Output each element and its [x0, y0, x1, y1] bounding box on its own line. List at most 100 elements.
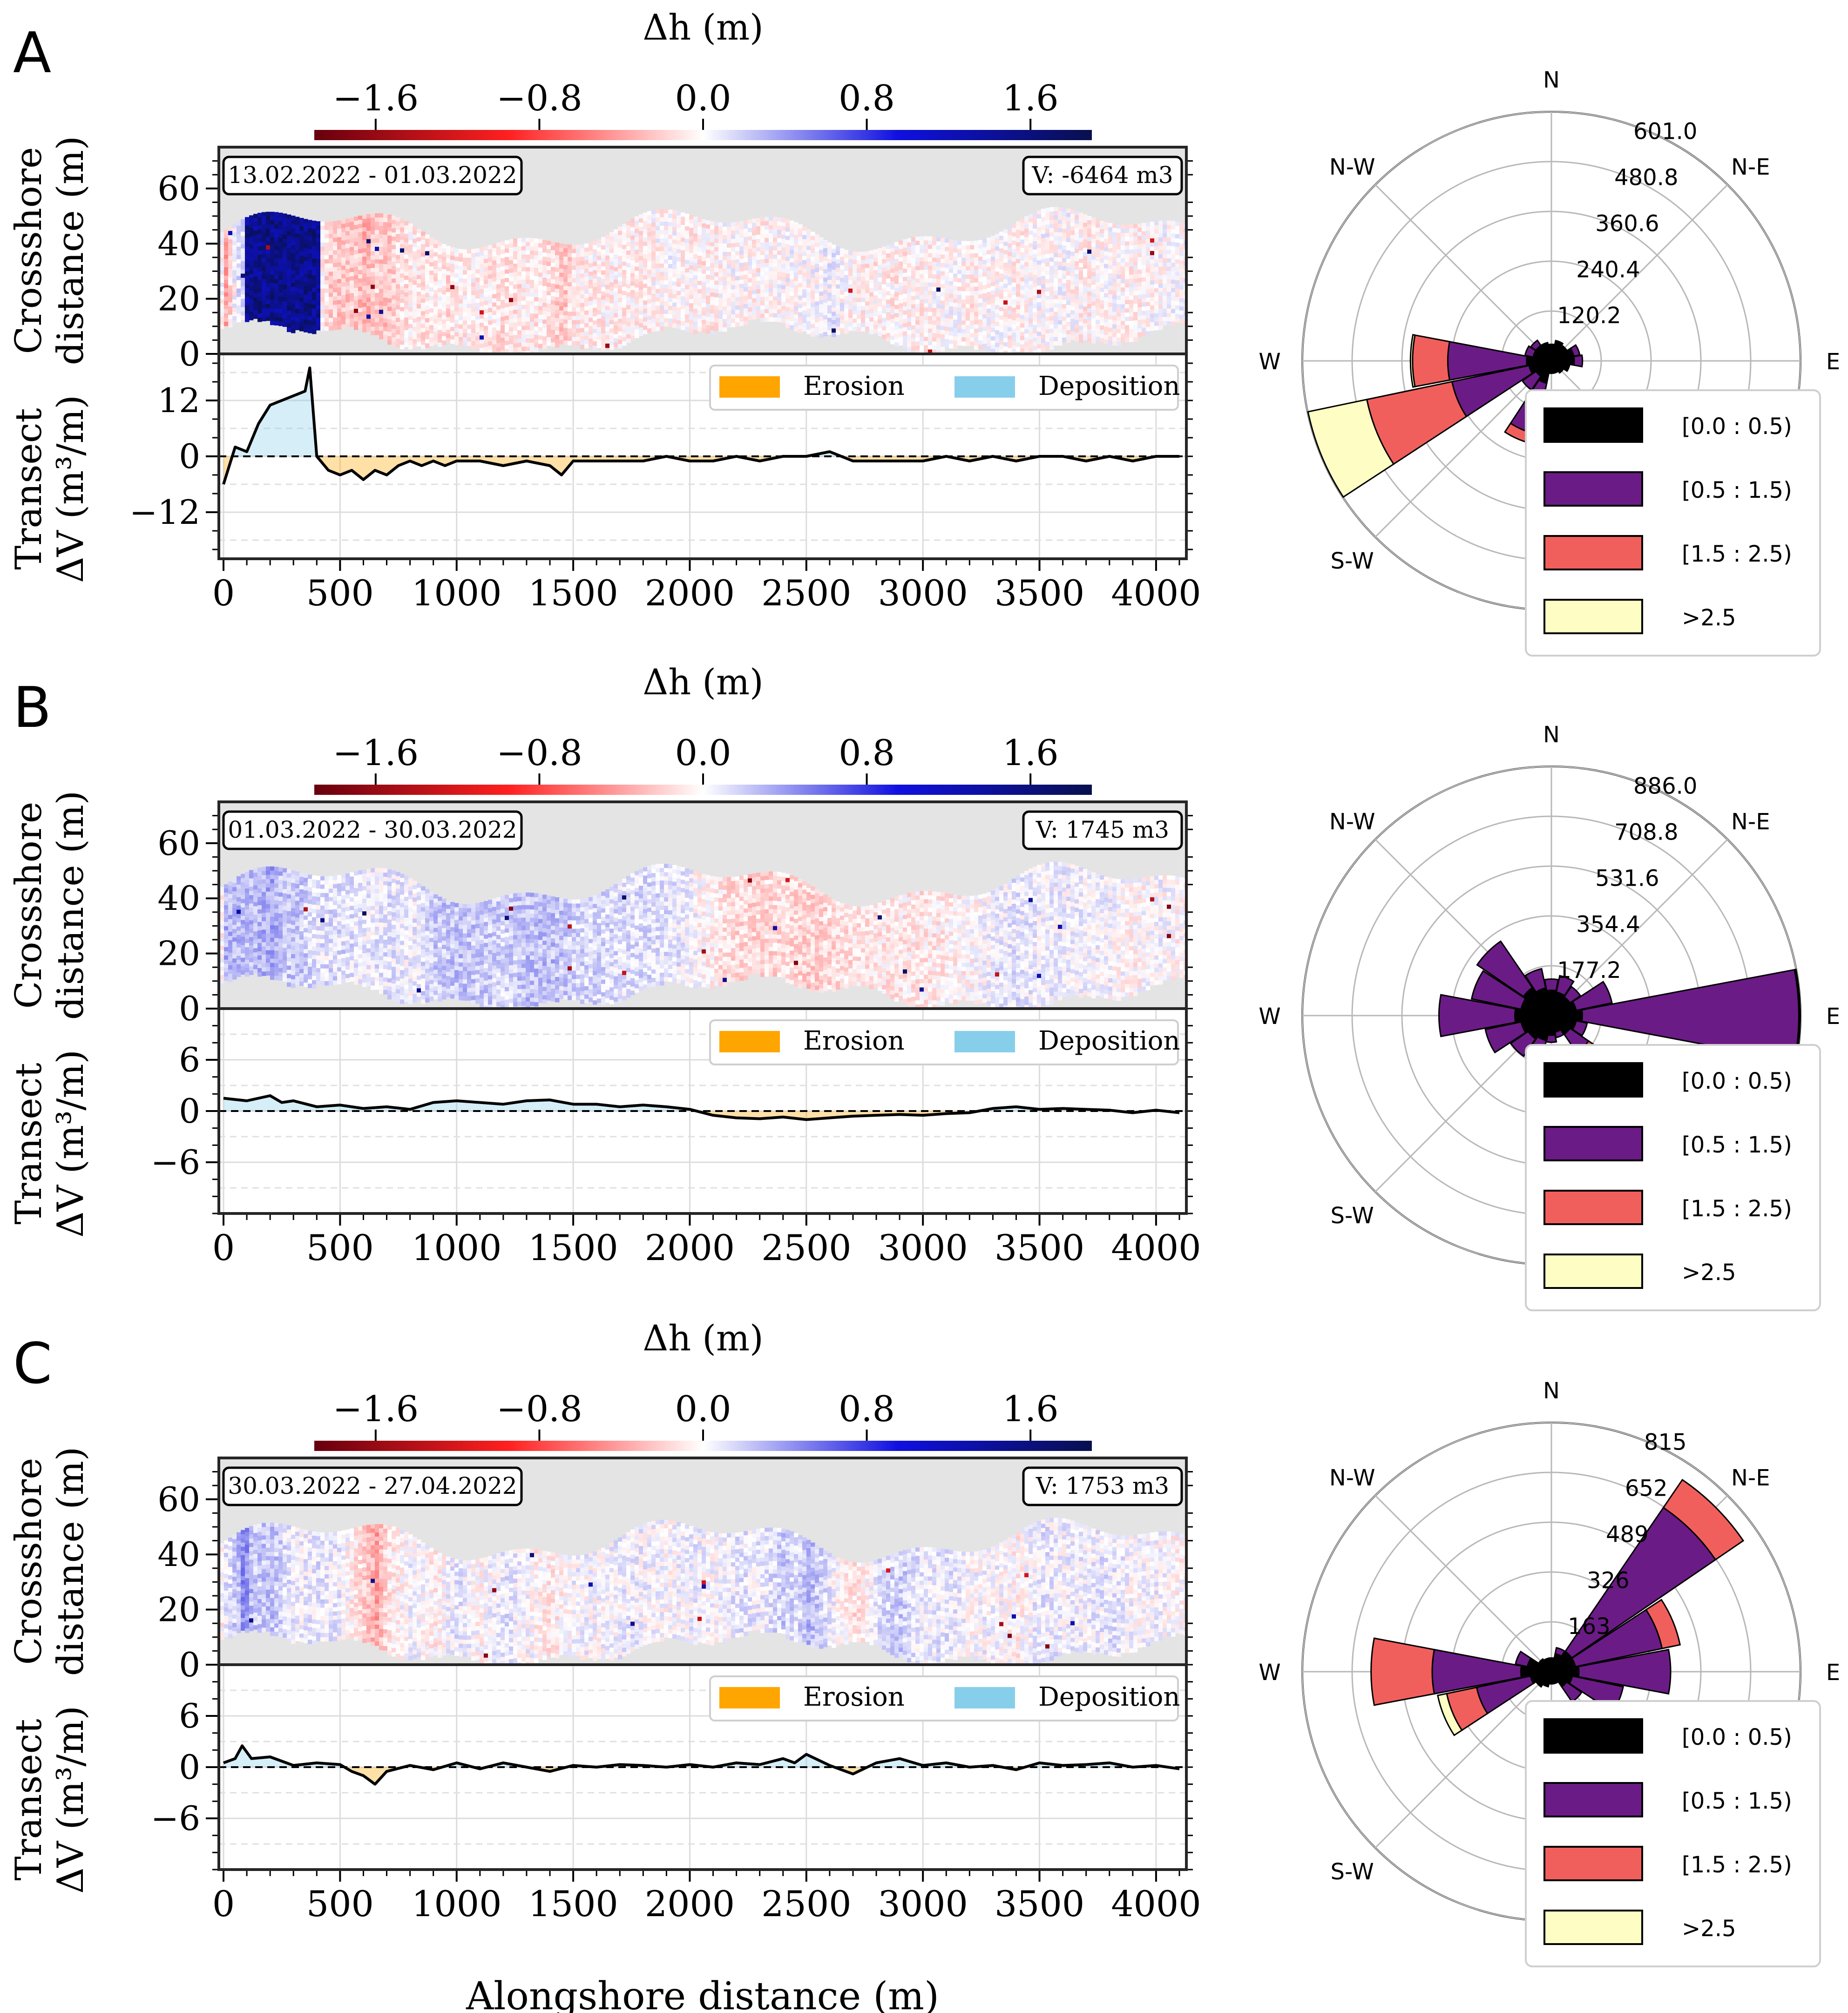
heatmap-cell [559, 243, 564, 248]
heatmap-cell [442, 315, 447, 320]
heatmap-cell [932, 333, 937, 338]
heatmap-cell [999, 261, 1004, 265]
heatmap-cell [509, 327, 514, 332]
heatmap-cell [270, 274, 275, 279]
heatmap-cell [970, 258, 975, 263]
heatmap-cell [362, 278, 367, 282]
heatmap-cell [677, 320, 681, 325]
heatmap-cell [987, 284, 991, 288]
heatmap-cell [283, 289, 287, 294]
heatmap-cell [496, 318, 501, 323]
heatmap-cell [643, 313, 648, 318]
heatmap-cell [241, 236, 245, 241]
heatmap-cell [580, 282, 585, 286]
heatmap-cell [1012, 282, 1016, 287]
heatmap-cell [1016, 292, 1021, 297]
heatmap-cell [350, 234, 354, 239]
heatmap-cell [475, 315, 480, 320]
heatmap-cell [325, 284, 329, 289]
heatmap-cell [551, 267, 555, 271]
heatmap-cell [966, 253, 970, 258]
heatmap-cell [647, 215, 652, 220]
heatmap-cell [848, 259, 853, 264]
heatmap-cell [890, 281, 895, 286]
heatmap-cell [299, 238, 304, 244]
heatmap-cell [559, 327, 564, 332]
heatmap-cell [681, 296, 685, 301]
heatmap-cell [454, 328, 459, 332]
heatmap-cell [949, 272, 954, 278]
heatmap-cell [693, 321, 698, 326]
heatmap-cell [781, 289, 786, 294]
heatmap-cell [702, 265, 706, 270]
heatmap-cell [702, 261, 706, 266]
heatmap-cell [379, 301, 384, 306]
heatmap-cell [899, 307, 903, 312]
heatmap-cell [325, 280, 329, 285]
heatmap-cell [945, 326, 949, 331]
heatmap-cell [857, 256, 861, 261]
heatmap-cell [748, 219, 752, 224]
heatmap-cell [689, 244, 694, 249]
heatmap-cell [232, 316, 237, 321]
heatmap-cell [769, 250, 773, 255]
heatmap-cell [450, 298, 455, 302]
heatmap-cell [798, 308, 803, 313]
heatmap-cell [882, 259, 887, 264]
heatmap-cell [832, 253, 836, 258]
heatmap-cell [517, 301, 522, 305]
heatmap-cell [408, 224, 413, 228]
heatmap-cell [731, 268, 736, 273]
heatmap-cell [245, 288, 250, 293]
heatmap-cell [970, 262, 975, 267]
heatmap-cell [475, 319, 480, 324]
heatmap-cell [371, 264, 375, 269]
heatmap-cell [668, 302, 673, 306]
heatmap-cell [496, 322, 501, 327]
heatmap-cell [739, 284, 744, 289]
heatmap-cell [513, 322, 518, 327]
heatmap-cell [873, 262, 878, 266]
heatmap-cell [228, 247, 233, 252]
heatmap-cell [563, 303, 568, 307]
heatmap-cell [496, 280, 501, 285]
heatmap-cell [974, 295, 979, 300]
heatmap-cell [697, 272, 702, 277]
heatmap-cell [635, 266, 639, 271]
heatmap-cell [999, 244, 1004, 249]
heatmap-cell [274, 220, 279, 225]
heatmap-cell [823, 306, 828, 312]
heatmap-cell [350, 322, 354, 327]
heatmap-cell [580, 257, 585, 261]
heatmap-cell [408, 345, 413, 350]
heatmap-cell [966, 241, 970, 246]
heatmap-cell [513, 339, 518, 344]
heatmap-cell [928, 236, 933, 241]
heatmap-cell [622, 341, 627, 346]
heatmap-cell [945, 268, 949, 272]
heatmap-cell [827, 318, 832, 322]
heatmap-cell [827, 305, 832, 310]
heatmap-cell [459, 257, 463, 262]
heatmap-cell [689, 270, 694, 274]
heatmap-cell [936, 291, 941, 296]
heatmap-cell [890, 310, 895, 315]
heatmap-cell [664, 234, 669, 239]
heatmap-cell [932, 312, 937, 317]
heatmap-cell [991, 340, 995, 345]
heatmap-cell [383, 264, 388, 269]
heatmap-cell [308, 270, 312, 275]
heatmap-cell [857, 289, 861, 294]
heatmap-cell [480, 293, 484, 298]
heatmap-cell [316, 292, 321, 297]
heatmap-cell [299, 293, 304, 298]
heatmap-cell [614, 325, 618, 331]
heatmap-cell [270, 228, 275, 233]
heatmap-cell [982, 301, 987, 306]
heatmap-cell [304, 273, 308, 278]
heatmap-cell [337, 271, 342, 275]
heatmap-cell [836, 246, 840, 251]
heatmap-cell [681, 242, 685, 246]
heatmap-cell [861, 256, 866, 260]
heatmap-cell [354, 250, 359, 255]
